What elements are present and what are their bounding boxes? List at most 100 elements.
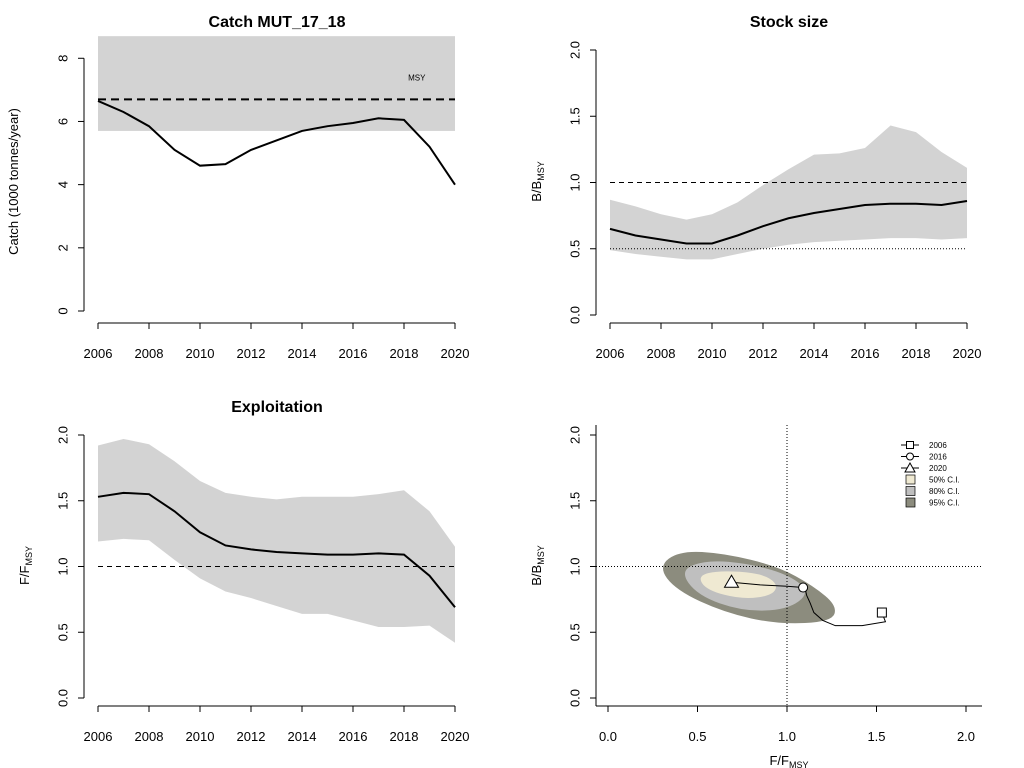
x-tick-label: 2018: [390, 729, 419, 744]
y-tick-label: 0: [55, 307, 70, 314]
x-tick-label: 2020: [441, 729, 470, 744]
x-tick-label: 2018: [902, 346, 931, 361]
x-tick-label: 2016: [339, 346, 368, 361]
y-tick-label: 1.0: [55, 557, 70, 575]
y-axis-label-main: B/B: [529, 565, 544, 586]
biomass-series-line: [609, 200, 968, 245]
msy-confidence-band: [98, 36, 455, 131]
kobe-trajectory-line: [731, 581, 887, 627]
legend-label: 95% C.I.: [929, 499, 960, 508]
y-tick-label: 1.0: [567, 173, 582, 191]
legend-item: 95% C.I.: [905, 497, 960, 508]
y-tick-label: 1.5: [567, 107, 582, 125]
y-tick-label: 0.5: [55, 623, 70, 641]
legend-label: 2016: [929, 453, 947, 462]
y-tick-label: 2.0: [567, 41, 582, 59]
panel-title: Stock size: [750, 14, 828, 31]
y-tick-label: 2.0: [567, 426, 582, 444]
catch-series-line: [97, 100, 456, 186]
y-axis-label: B/BMSY: [529, 545, 546, 585]
msy-label: MSY: [408, 73, 426, 82]
legend-swatch: [905, 474, 916, 485]
y-axis-label-main: F/F: [17, 565, 32, 585]
x-tick-label: 2006: [84, 729, 113, 744]
y-tick-label: 1.0: [567, 557, 582, 575]
ci50-region: [700, 571, 776, 598]
x-tick-label: 2006: [596, 346, 625, 361]
x-tick-label: 2020: [953, 346, 982, 361]
x-axis-label: F/FMSY: [769, 753, 808, 768]
y-tick-label: 2: [55, 244, 70, 251]
x-tick-label: 2010: [186, 346, 215, 361]
x-tick-label: 2012: [237, 729, 266, 744]
catch-panel: MSY 0 2 4 6 8 2006 2008 2010 2012 2014 2016 2018 2020…: [6, 14, 469, 361]
x-tick-label: 2014: [288, 346, 317, 361]
kobe-panel: 0.0 0.5 1.0 1.5 2.00.00.51.01.52.0B/BMSYF/FM…: [529, 425, 982, 768]
x-tick-label: 1.5: [867, 729, 885, 744]
x-tick-label: 2.0: [957, 729, 975, 744]
x-tick-label: 2012: [749, 346, 778, 361]
y-tick-label: 1.5: [567, 492, 582, 510]
y-axis-label: Catch (1000 tonnes/year): [6, 108, 21, 255]
biomass-confidence-band: [610, 125, 967, 260]
y-tick-label: 0.0: [567, 306, 582, 324]
y-axis-label-main: B/B: [529, 181, 544, 202]
legend-item: 2006: [901, 441, 947, 450]
y-axis-label: B/BMSY: [529, 161, 546, 201]
fishing-mortality-confidence-band: [98, 438, 455, 643]
y-axis-label: F/FMSY: [17, 546, 34, 585]
legend-label: 50% C.I.: [929, 476, 960, 485]
exploitation-panel: 0.0 0.5 1.0 1.5 2.0 2006 2008 2010 2012 2014 2016 2…: [17, 399, 469, 744]
x-tick-label: 0.0: [599, 729, 617, 744]
stock-size-panel: 0.0 0.5 1.0 1.5 2.0 2006 2008 2010 2012 2014 2016 2…: [529, 14, 981, 361]
x-tick-label: 2018: [390, 346, 419, 361]
legend-item: 2020: [901, 461, 947, 473]
y-tick-label: 0.5: [567, 623, 582, 641]
y-tick-label: 1.5: [55, 492, 70, 510]
x-tick-label: 2016: [851, 346, 880, 361]
y-tick-label: 0.0: [567, 689, 582, 707]
mid-year-marker: [798, 582, 809, 593]
legend-swatch: [905, 497, 916, 508]
legend-item: 2016: [901, 452, 947, 462]
y-tick-label: 0.0: [55, 689, 70, 707]
y-tick-label: 8: [55, 55, 70, 62]
legend-item: 50% C.I.: [905, 474, 960, 485]
legend-square-symbol: [906, 441, 914, 449]
start-year-marker: [876, 607, 887, 618]
legend-label: 80% C.I.: [929, 487, 960, 496]
panel-title: Catch MUT_17_18: [209, 14, 346, 31]
fishing-mortality-series-line: [97, 491, 456, 608]
legend-label: 2020: [929, 464, 947, 473]
x-axis-label-main: F/F: [769, 753, 789, 768]
legend-label: 2006: [929, 441, 947, 450]
legend-swatch: [905, 486, 916, 496]
y-axis-label-sub: MSY: [536, 545, 546, 565]
x-tick-label: 2014: [288, 729, 317, 744]
x-tick-label: 1.0: [778, 729, 796, 744]
x-tick-label: 2016: [339, 729, 368, 744]
x-tick-label: 2008: [647, 346, 676, 361]
x-tick-label: 2012: [237, 346, 266, 361]
x-tick-label: 2008: [135, 346, 164, 361]
legend-item: 80% C.I.: [905, 486, 960, 496]
x-tick-label: 2010: [186, 729, 215, 744]
x-tick-label: 2010: [698, 346, 727, 361]
x-tick-label: 2008: [135, 729, 164, 744]
legend-circle-symbol: [906, 452, 914, 461]
y-tick-label: 6: [55, 118, 70, 125]
y-tick-label: 0.5: [567, 240, 582, 258]
x-tick-label: 0.5: [688, 729, 706, 744]
x-tick-label: 2014: [800, 346, 829, 361]
x-tick-label: 2020: [441, 346, 470, 361]
y-axis-label-sub: MSY: [536, 161, 546, 181]
legend-triangle-symbol: [904, 461, 916, 473]
y-tick-label: 2.0: [55, 426, 70, 444]
y-axis-label-sub: MSY: [24, 546, 34, 566]
x-tick-label: 2006: [84, 346, 113, 361]
x-axis-label-sub: MSY: [789, 760, 809, 768]
end-year-marker: [723, 574, 740, 588]
panel-title: Exploitation: [231, 399, 323, 416]
y-tick-label: 4: [55, 181, 70, 188]
